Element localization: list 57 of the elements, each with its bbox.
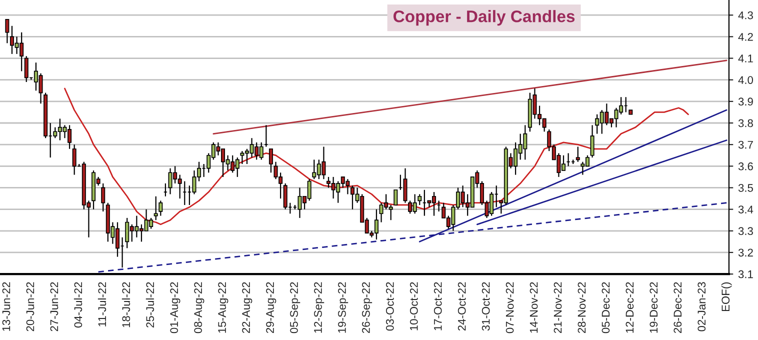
x-tick-label: 26-Sep-22: [362, 282, 372, 334]
candlestick: [101, 182, 106, 212]
x-tick-label: 28-Nov-22: [578, 282, 586, 333]
x-tick-label: 22-Aug-22: [242, 282, 252, 334]
x-tick-label: 20-Jun-22: [26, 282, 34, 332]
candlestick: [590, 124, 594, 158]
y-tick-label: 4.2: [738, 32, 753, 41]
y-tick-label: 3.7: [738, 140, 753, 149]
x-tick-label: 29-Aug-22: [266, 282, 276, 334]
x-tick-label: 19-Dec-22: [650, 282, 658, 333]
candlestick: [576, 146, 580, 162]
y-tick-label: 3.1: [738, 270, 753, 278]
x-tick-label: 14-Nov-22: [530, 282, 538, 333]
x-tick-label: 15-Aug-22: [218, 282, 228, 333]
candlestick: [394, 189, 398, 206]
y-tick-label: 4.0: [738, 76, 754, 84]
x-tick-label: 10-Oct-22: [410, 282, 418, 330]
text: Copper - Daily Candles: [394, 10, 575, 26]
y-tick-label: 4.1: [738, 54, 753, 62]
x-tick-label: 24-Oct-22: [458, 282, 466, 331]
y-tick-label: 3.8: [738, 119, 753, 128]
candlestick: [283, 182, 288, 210]
x-tick-label: 17-Oct-22: [434, 282, 442, 330]
x-tick-label: 02-Jan-23: [698, 282, 706, 332]
x-tick-label: 13-Jun-22: [2, 282, 10, 331]
y-tick-label: 3.4: [738, 206, 754, 214]
candlestick: [154, 196, 158, 221]
x-tick-label: 11-Jul-22: [98, 282, 106, 326]
candlestick: [5, 18, 10, 44]
x-tick-label: 26-Dec-22: [674, 282, 682, 333]
y-tick-label: 3.6: [738, 162, 753, 170]
x-tick-label: 19-Sep-22: [338, 282, 348, 333]
x-tick-label: 12-Dec-22: [626, 282, 634, 333]
candlestick: [72, 144, 76, 176]
x-tick-label: 18-Jul-22: [122, 282, 130, 328]
x-tick-label: 01-Aug-22: [170, 282, 180, 334]
x-tick-label: 08-Aug-22: [194, 282, 204, 334]
y-tick-label: 3.3: [738, 227, 753, 236]
y-tick-label: 3.5: [738, 184, 753, 192]
x-tick-label: 03-Oct-22: [386, 282, 394, 331]
x-tick-label: 31-Oct-22: [482, 282, 490, 331]
x-tick-label: 21-Nov-22: [554, 282, 562, 333]
y-tick-label: 3.9: [738, 98, 753, 106]
candlestick: [158, 200, 163, 216]
x-tick-label: EOF(): [721, 282, 732, 312]
candlestick: [418, 194, 422, 206]
x-tick-label: 07-Nov-22: [506, 282, 514, 334]
x-tick-label: 05-Dec-22: [602, 282, 610, 334]
candlestick: [268, 148, 273, 174]
x-tick-label: 25-Jul-22: [146, 282, 154, 328]
x-tick-label: 12-Sep-22: [314, 282, 324, 333]
x-tick-label: 04-Jul-22: [74, 282, 82, 328]
x-tick-label: 27-Jun-22: [50, 282, 58, 332]
y-tick-label: 3.2: [738, 248, 753, 257]
y-tick-label: 4.3: [738, 11, 753, 20]
candlestick: [403, 168, 408, 204]
x-tick-label: 05-Sep-22: [290, 282, 300, 334]
